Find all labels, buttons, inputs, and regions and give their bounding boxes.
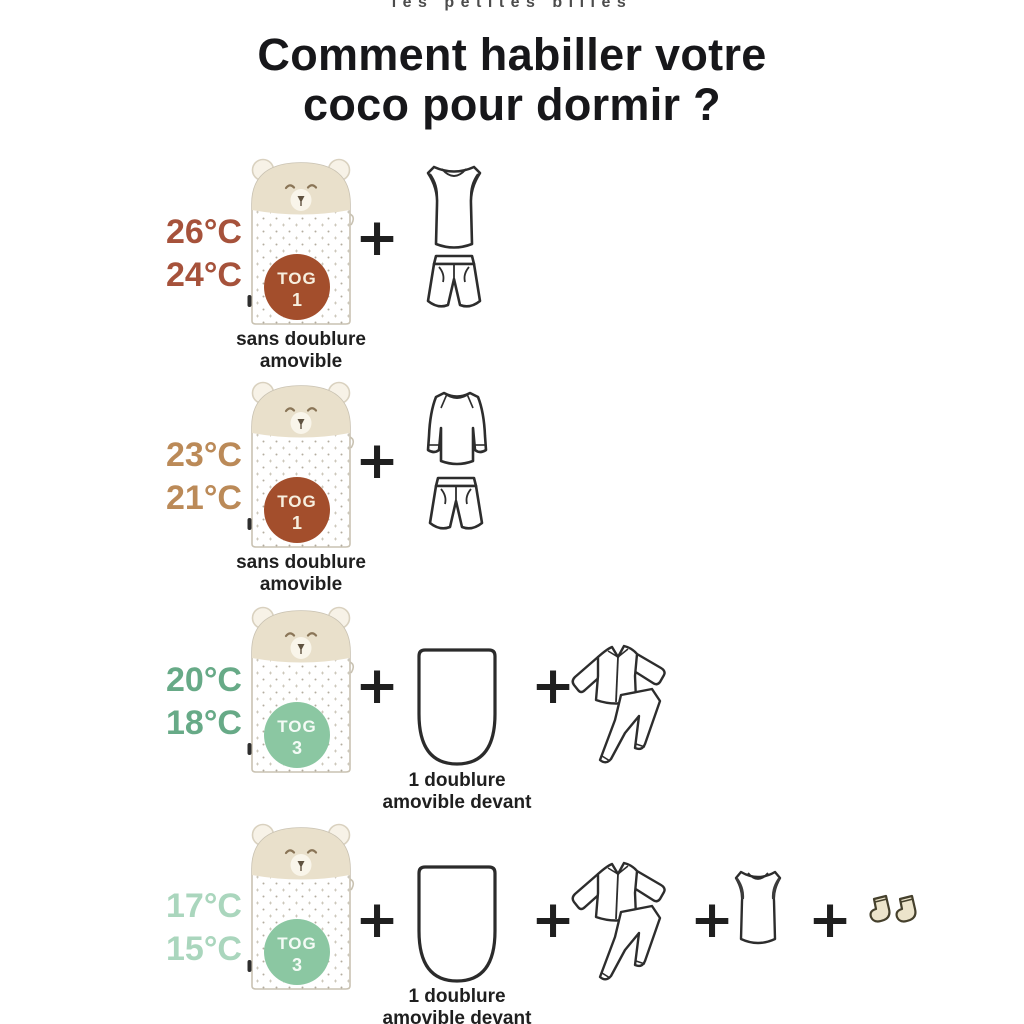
row2-bag-caption-line2: amovible — [259, 574, 343, 596]
row3-temp-range: 20°C 18°C — [156, 659, 252, 745]
row4-socks-icon — [869, 894, 917, 923]
row1-bag-caption: sans doublure amovible — [211, 329, 391, 373]
row2-bag-caption-line1: sans doublure — [236, 552, 366, 573]
row3-sleeping-bag-icon: TOG 3 — [247, 606, 355, 773]
row1-sleeping-bag-icon: TOG 1 — [247, 158, 355, 325]
brand-text: les petites billes — [391, 0, 633, 11]
row1-bag-caption-line2: amovible — [259, 351, 343, 373]
row1-tog-label: TOG — [277, 269, 317, 288]
page-title-line1: Comment habiller votre — [257, 29, 767, 80]
row3-plus-icon-2: + — [531, 656, 575, 716]
row2-tog-badge — [264, 477, 330, 543]
row2-long-sleeve-top-and-shorts-icon — [426, 391, 488, 530]
row4-liner-caption: 1 doublure amovible devant — [360, 986, 554, 1024]
row4-tog-badge — [264, 919, 330, 985]
row3-liner-icon — [417, 648, 497, 766]
row4-liner-caption-line2: amovible devant — [382, 1008, 532, 1024]
row3-liner-caption: 1 doublure amovible devant — [360, 770, 554, 814]
row3-tog-badge — [264, 702, 330, 768]
row4-sleeping-bag-icon: TOG 3 — [247, 823, 355, 990]
row2-temp-low: 21°C — [166, 479, 242, 518]
row3-temp-high: 20°C — [166, 661, 242, 699]
row3-plus-icon-1: + — [355, 656, 399, 716]
row2-plus-icon: + — [355, 431, 399, 491]
row3-tog-value: 3 — [292, 738, 302, 758]
row4-temp-range: 17°C 15°C — [156, 885, 252, 971]
row4-liner-caption-line1: 1 doublure — [408, 986, 506, 1007]
row1-bag-caption-line1: sans doublure — [236, 329, 366, 350]
page-title-line2: coco pour dormir ? — [303, 78, 721, 130]
row4-plus-icon-4: + — [808, 890, 852, 950]
row1-tog-value: 1 — [292, 290, 302, 310]
row4-tog-value: 3 — [292, 955, 302, 975]
row3-liner-caption-line2: amovible devant — [382, 792, 532, 814]
row4-plus-icon-3: + — [690, 890, 734, 950]
row3-tog-label: TOG — [277, 717, 317, 736]
row4-plus-icon-1: + — [355, 890, 399, 950]
row4-temp-high: 17°C — [166, 887, 242, 925]
row3-liner-caption-line1: 1 doublure — [408, 770, 506, 791]
row1-sleeveless-top-and-shorts-icon — [426, 165, 482, 308]
row4-sleeveless-bodysuit-icon — [734, 870, 782, 945]
row2-tog-value: 1 — [292, 513, 302, 533]
row4-temp-low: 15°C — [166, 930, 242, 969]
row1-temp-range: 26°C 24°C — [156, 211, 252, 297]
row3-temp-low: 18°C — [166, 704, 242, 743]
row2-temp-high: 23°C — [166, 436, 242, 474]
row4-plus-icon-2: + — [531, 890, 575, 950]
row2-temp-range: 23°C 21°C — [156, 434, 252, 520]
row2-bag-caption: sans doublure amovible — [211, 552, 391, 596]
row1-tog-badge — [264, 254, 330, 320]
row1-temp-high: 26°C — [166, 213, 242, 251]
row3-pyjamas-icon — [571, 644, 666, 764]
row4-pyjamas-icon — [571, 861, 666, 981]
row2-tog-label: TOG — [277, 492, 317, 511]
row1-temp-low: 24°C — [166, 256, 242, 295]
page-title: Comment habiller votre coco pour dormir … — [0, 30, 1024, 129]
row4-tog-label: TOG — [277, 934, 317, 953]
row4-liner-icon — [417, 865, 497, 983]
row1-plus-icon: + — [355, 208, 399, 268]
row2-sleeping-bag-icon: TOG 1 — [247, 381, 355, 548]
